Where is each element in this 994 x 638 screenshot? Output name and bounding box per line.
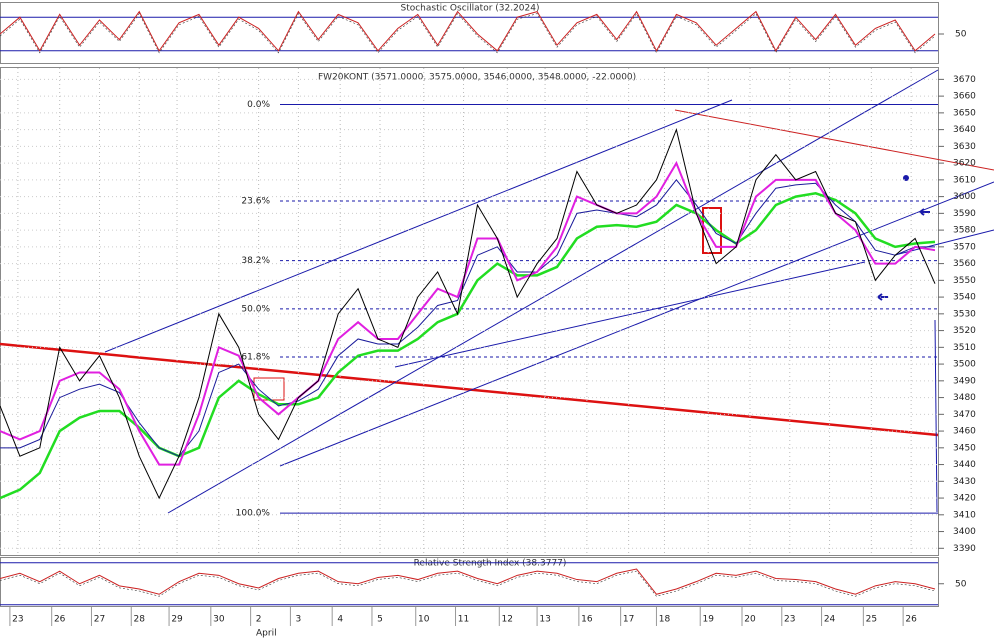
x-tick-label: 2 bbox=[256, 615, 262, 625]
month-label: April bbox=[256, 629, 277, 638]
x-tick-label: 30 bbox=[213, 615, 225, 625]
annotations bbox=[0, 69, 994, 514]
stochastic-line bbox=[0, 10, 936, 52]
series-line bbox=[0, 191, 936, 500]
y-tick-label: 3640 bbox=[953, 125, 976, 135]
fib-label: 23.6% bbox=[241, 196, 270, 206]
y-tick-label: 50 bbox=[955, 30, 967, 40]
y-tick-label: 3420 bbox=[953, 494, 976, 504]
channel-bottom bbox=[167, 69, 939, 514]
support-line bbox=[279, 181, 994, 467]
red-resistance bbox=[674, 109, 994, 171]
rsi-frame bbox=[0, 557, 939, 607]
y-tick-label: 3500 bbox=[953, 360, 976, 370]
y-tick-label: 3490 bbox=[953, 376, 976, 386]
fib-label: 100.0% bbox=[236, 509, 271, 519]
stochastic-title: Stochastic Oscillator (32.2024) bbox=[400, 4, 539, 14]
x-tick-label: 19 bbox=[702, 615, 714, 625]
rsi-line bbox=[0, 568, 936, 595]
series-line bbox=[0, 127, 936, 500]
fib-label: 61.8% bbox=[241, 353, 270, 363]
y-tick-label: 3480 bbox=[953, 393, 976, 403]
x-tick-label: 13 bbox=[539, 615, 550, 625]
y-tick-label: 3550 bbox=[953, 276, 976, 286]
main-frame bbox=[0, 67, 939, 556]
x-tick-label: 18 bbox=[659, 615, 671, 625]
x-tick-label: 27 bbox=[94, 615, 105, 625]
y-tick-label: 3400 bbox=[953, 527, 976, 537]
chart-title: FW20KONT (3571.0000, 3575.0000, 3546.000… bbox=[318, 73, 636, 83]
y-tick-label: 3660 bbox=[953, 92, 976, 102]
arrow bbox=[877, 293, 888, 301]
series-line bbox=[0, 179, 935, 457]
x-tick-label: 29 bbox=[171, 615, 183, 625]
y-tick-label: 3460 bbox=[953, 427, 976, 437]
y-tick-label: 50 bbox=[955, 579, 967, 589]
series-line bbox=[0, 160, 936, 466]
x-tick-label: 25 bbox=[866, 615, 877, 625]
x-tick-label: 3 bbox=[296, 615, 302, 625]
y-tick-label: 3390 bbox=[953, 544, 976, 554]
y-tick-label: 3570 bbox=[953, 242, 976, 252]
fib-label: 0.0% bbox=[247, 100, 270, 110]
x-tick-label: 24 bbox=[824, 615, 836, 625]
y-tick-label: 3540 bbox=[953, 293, 976, 303]
y-tick-label: 3580 bbox=[953, 226, 976, 236]
y-tick-label: 3440 bbox=[953, 460, 976, 470]
y-tick-label: 3670 bbox=[953, 75, 976, 85]
y-tick-label: 3650 bbox=[953, 108, 976, 118]
y-tick-label: 3530 bbox=[953, 309, 976, 319]
x-tick-label: 20 bbox=[744, 615, 756, 625]
y-tick-label: 3430 bbox=[953, 477, 976, 487]
x-tick-label: 12 bbox=[502, 615, 513, 625]
y-tick-label: 3450 bbox=[953, 443, 976, 453]
support-line-2 bbox=[394, 261, 866, 368]
y-tick-label: 3600 bbox=[953, 192, 976, 202]
y-tick-label: 3620 bbox=[953, 159, 976, 169]
y-tick-label: 3560 bbox=[953, 259, 976, 269]
drop-line bbox=[934, 319, 938, 513]
x-tick-label: 26 bbox=[54, 615, 66, 625]
x-tick-label: 4 bbox=[337, 615, 343, 625]
x-tick-label: 26 bbox=[905, 615, 917, 625]
x-tick-label: 11 bbox=[458, 615, 469, 625]
stochastic-signal bbox=[0, 13, 936, 54]
x-tick-label: 10 bbox=[418, 615, 430, 625]
y-tick-label: 3470 bbox=[953, 410, 976, 420]
y-tick-label: 3410 bbox=[953, 510, 976, 520]
rsi-signal bbox=[0, 570, 936, 597]
red-trendline bbox=[0, 342, 939, 437]
y-tick-label: 3630 bbox=[953, 142, 976, 152]
y-tick-label: 3610 bbox=[953, 175, 976, 185]
x-tick-label: 28 bbox=[134, 615, 146, 625]
x-tick-label: 17 bbox=[623, 615, 634, 625]
fib-label: 50.0% bbox=[241, 304, 270, 314]
x-tick-label: 23 bbox=[784, 615, 795, 625]
x-tick-label: 5 bbox=[377, 615, 383, 625]
y-tick-label: 3510 bbox=[953, 343, 976, 353]
x-tick-label: 23 bbox=[12, 615, 23, 625]
y-tick-label: 3590 bbox=[953, 209, 976, 219]
arrow bbox=[919, 208, 930, 216]
y-tick-label: 3520 bbox=[953, 326, 976, 336]
rsi-title: Relative Strength Index (38.3777) bbox=[414, 559, 567, 569]
fib-label: 38.2% bbox=[241, 256, 270, 266]
channel-top bbox=[104, 99, 733, 353]
x-tick-label: 16 bbox=[581, 615, 593, 625]
